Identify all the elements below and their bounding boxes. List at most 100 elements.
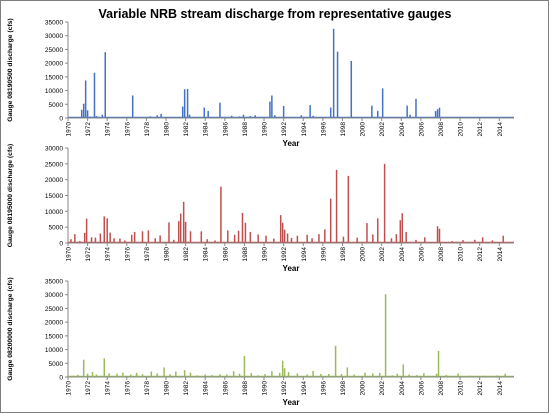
x-tick-label: 1986 — [222, 247, 229, 262]
x-tick-label: 1974 — [105, 122, 112, 137]
data-bar — [124, 240, 126, 243]
data-bar — [353, 374, 355, 377]
data-bar — [227, 230, 229, 243]
data-bar — [415, 98, 417, 118]
data-bar — [178, 221, 180, 243]
data-bar — [390, 238, 393, 243]
data-bar — [169, 374, 171, 377]
x-tick-label: 1980 — [164, 122, 171, 137]
x-tick-label: 1984 — [203, 381, 210, 396]
x-tick-label: 1984 — [203, 247, 210, 262]
data-bar — [366, 223, 368, 243]
data-bar — [335, 169, 338, 243]
y-tick-label: 10000 — [45, 347, 63, 354]
data-bar — [281, 222, 284, 243]
x-tick-label: 1988 — [242, 247, 249, 262]
x-tick-label: 2000 — [360, 381, 367, 396]
data-bar — [462, 240, 464, 243]
x-tick-label: 2004 — [399, 247, 406, 262]
data-bar — [436, 109, 439, 118]
x-tick-label: 1988 — [242, 381, 249, 396]
data-bar — [99, 233, 102, 243]
data-bar — [334, 345, 337, 377]
data-bar — [257, 234, 259, 243]
x-tick-label: 1988 — [242, 122, 249, 137]
data-bar — [207, 110, 209, 118]
x-tick-label: 1972 — [85, 122, 92, 137]
data-bar — [242, 114, 245, 118]
x-tick-label: 1986 — [222, 381, 229, 396]
data-bar — [226, 374, 228, 377]
data-bar — [156, 115, 158, 118]
data-bar — [93, 72, 96, 118]
data-bar — [160, 113, 162, 118]
data-bar — [396, 373, 399, 377]
data-bar — [82, 359, 85, 377]
data-bar — [329, 198, 332, 243]
data-bar — [273, 238, 275, 243]
y-axis-label: Gauge 08200000 discharge (cfs) — [7, 277, 14, 381]
data-bar — [168, 222, 170, 243]
data-bar — [82, 103, 85, 118]
x-tick-label: 2002 — [379, 381, 386, 396]
x-tick-label: 1994 — [301, 122, 308, 137]
data-bar — [402, 364, 404, 377]
data-bar — [90, 237, 93, 243]
y-tick-label: 0 — [59, 116, 63, 123]
data-bar — [438, 228, 441, 243]
data-bar — [274, 115, 276, 118]
data-bar — [103, 216, 106, 243]
x-tick-label: 2000 — [360, 122, 367, 137]
data-bar — [372, 234, 374, 243]
data-bar — [232, 371, 235, 377]
x-tick-label: 1982 — [183, 122, 190, 137]
x-tick-label: 1978 — [144, 247, 151, 262]
y-tick-label: 20000 — [45, 61, 63, 68]
data-bar — [347, 175, 350, 243]
data-bar — [74, 234, 76, 243]
y-tick-label: 0 — [59, 241, 63, 248]
x-tick-label: 1970 — [66, 122, 73, 137]
data-bar — [376, 110, 379, 118]
data-bar — [101, 114, 104, 118]
data-bar — [378, 372, 381, 377]
data-bar — [283, 229, 286, 243]
data-bar — [183, 89, 186, 118]
y-tick-label: 35000 — [45, 20, 63, 27]
data-bar — [254, 115, 256, 118]
data-bar — [309, 105, 311, 118]
data-bar — [306, 234, 308, 243]
x-tick-label: 2010 — [458, 381, 465, 396]
data-bar — [86, 373, 89, 377]
data-bar — [340, 373, 343, 377]
y-tick-label: 20000 — [45, 320, 63, 327]
x-tick-label: 1982 — [183, 381, 190, 396]
x-tick-label: 1978 — [144, 381, 151, 396]
x-axis-label: Year — [283, 264, 300, 273]
data-bar — [264, 373, 266, 377]
data-bar — [502, 235, 504, 243]
data-bar — [183, 370, 186, 377]
data-bar — [281, 360, 284, 377]
data-bar — [279, 215, 282, 243]
x-tick-label: 1980 — [164, 381, 171, 396]
x-tick-label: 2014 — [497, 247, 504, 262]
data-bar — [320, 373, 322, 377]
x-tick-label: 1992 — [281, 247, 288, 262]
x-tick-label: 2014 — [497, 381, 504, 396]
data-bar — [312, 370, 314, 377]
data-bar — [415, 239, 417, 243]
data-bar — [423, 373, 425, 377]
data-bar — [184, 221, 187, 243]
data-bar — [384, 294, 387, 377]
data-bar — [474, 239, 476, 243]
data-bar — [80, 109, 83, 118]
data-bar — [491, 240, 494, 243]
data-bar — [300, 115, 303, 118]
x-tick-label: 1990 — [262, 122, 269, 137]
x-axis-label: Year — [283, 139, 300, 148]
data-bar — [103, 358, 106, 377]
data-bar — [220, 186, 222, 243]
x-tick-label: 2008 — [438, 381, 445, 396]
x-tick-label: 2014 — [497, 122, 504, 137]
